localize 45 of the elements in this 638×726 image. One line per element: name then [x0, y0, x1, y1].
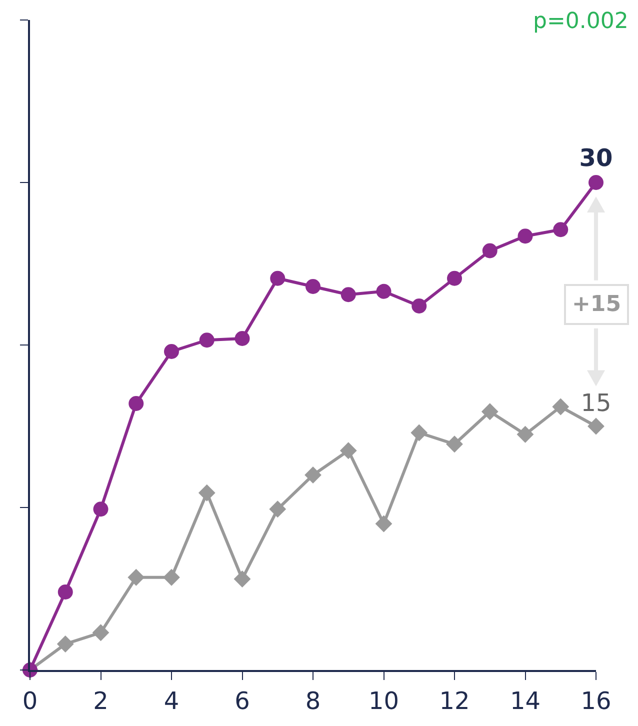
x-tick-label: 12 — [439, 686, 470, 715]
annotation: p=0.002 — [533, 9, 628, 34]
point — [553, 222, 568, 238]
point — [56, 636, 74, 652]
point — [163, 568, 180, 586]
point — [270, 270, 286, 286]
point — [128, 568, 145, 586]
x-tick-label: 14 — [510, 686, 541, 715]
data-label: 15 — [580, 389, 612, 418]
point — [199, 332, 214, 348]
data-label: 30 — [579, 144, 613, 172]
x-tick-label: 8 — [305, 686, 321, 715]
point — [304, 466, 322, 484]
point — [412, 298, 427, 314]
point — [198, 484, 216, 502]
x-tick-label: 6 — [234, 686, 250, 715]
x-tick-label: 0 — [22, 686, 38, 715]
point — [518, 228, 533, 244]
point — [164, 344, 179, 359]
point — [481, 403, 498, 420]
point — [447, 270, 462, 286]
point — [340, 442, 357, 460]
x-tick-label: 16 — [580, 686, 612, 715]
point — [375, 515, 392, 532]
point — [269, 500, 286, 518]
annotation: +15 — [572, 292, 622, 317]
point — [482, 243, 498, 258]
point — [234, 570, 251, 588]
point — [552, 398, 570, 416]
x-tick-label: 4 — [164, 686, 180, 715]
point — [340, 287, 356, 302]
point — [234, 331, 250, 346]
point — [376, 284, 392, 299]
point — [306, 279, 320, 294]
point — [516, 426, 534, 443]
x-tick-label: 10 — [368, 686, 400, 715]
point — [588, 175, 604, 190]
x-tick-label: 2 — [93, 686, 108, 715]
point — [93, 502, 108, 517]
point — [588, 418, 604, 435]
point — [92, 624, 110, 642]
point — [58, 584, 73, 600]
point — [128, 396, 144, 411]
point — [446, 436, 463, 453]
point — [410, 424, 428, 442]
